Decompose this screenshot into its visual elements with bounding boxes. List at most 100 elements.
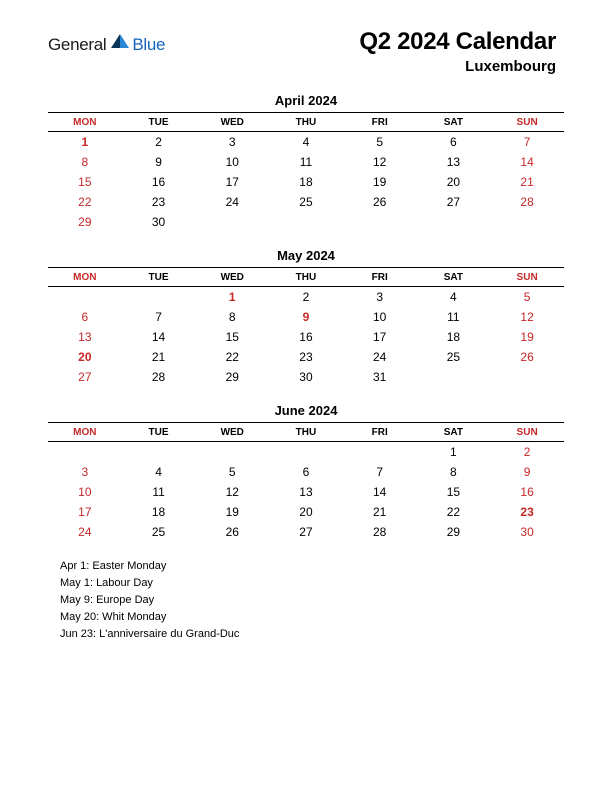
calendar-cell: 5 — [490, 287, 564, 308]
calendar-cell — [122, 442, 196, 463]
month-title: May 2024 — [48, 248, 564, 263]
day-header: TUE — [122, 113, 196, 132]
calendar-cell: 3 — [343, 287, 417, 308]
calendar-cell: 24 — [48, 522, 122, 542]
day-header: SUN — [490, 423, 564, 442]
calendar-cell — [269, 442, 343, 463]
calendar-row: 15161718192021 — [48, 172, 564, 192]
calendar-cell — [195, 442, 269, 463]
calendar-row: 2728293031 — [48, 367, 564, 387]
calendar-cell: 8 — [417, 462, 491, 482]
calendar-cell: 8 — [48, 152, 122, 172]
month-block: June 2024MONTUEWEDTHUFRISATSUN1234567891… — [48, 403, 564, 542]
calendar-cell — [269, 212, 343, 232]
calendar-row: 17181920212223 — [48, 502, 564, 522]
calendar-cell: 16 — [269, 327, 343, 347]
calendar-row: 6789101112 — [48, 307, 564, 327]
calendar-cell: 24 — [195, 192, 269, 212]
calendar-cell: 22 — [195, 347, 269, 367]
calendar-cell: 14 — [122, 327, 196, 347]
calendar-cell: 19 — [343, 172, 417, 192]
calendar-cell: 25 — [269, 192, 343, 212]
calendar-cell: 12 — [490, 307, 564, 327]
page-subtitle: Luxembourg — [359, 58, 556, 75]
calendar-cell: 15 — [48, 172, 122, 192]
calendar-cell — [417, 367, 491, 387]
calendar-cell: 1 — [195, 287, 269, 308]
calendar-cell — [195, 212, 269, 232]
calendar-cell: 11 — [417, 307, 491, 327]
calendar-row: 24252627282930 — [48, 522, 564, 542]
calendar-cell: 21 — [122, 347, 196, 367]
title-block: Q2 2024 Calendar Luxembourg — [359, 28, 556, 75]
calendar-row: 10111213141516 — [48, 482, 564, 502]
calendar-row: 3456789 — [48, 462, 564, 482]
calendar-cell: 27 — [269, 522, 343, 542]
month-title: June 2024 — [48, 403, 564, 418]
day-header: SAT — [417, 423, 491, 442]
calendar-cell: 16 — [122, 172, 196, 192]
calendar-table: MONTUEWEDTHUFRISATSUN1234567891011121314… — [48, 267, 564, 387]
brand-logo: General Blue — [48, 34, 165, 55]
calendar-cell: 28 — [122, 367, 196, 387]
calendar-cell — [48, 287, 122, 308]
holiday-item: May 1: Labour Day — [60, 575, 564, 592]
calendar-cell — [343, 212, 417, 232]
month-block: May 2024MONTUEWEDTHUFRISATSUN12345678910… — [48, 248, 564, 387]
logo-text-general: General — [48, 35, 106, 55]
calendar-cell: 15 — [195, 327, 269, 347]
calendar-cell: 7 — [490, 132, 564, 153]
calendar-cell: 22 — [48, 192, 122, 212]
calendar-cell: 29 — [417, 522, 491, 542]
holiday-item: Jun 23: L'anniversaire du Grand-Duc — [60, 626, 564, 643]
calendar-cell: 16 — [490, 482, 564, 502]
calendar-cell: 29 — [195, 367, 269, 387]
holiday-list: Apr 1: Easter MondayMay 1: Labour DayMay… — [60, 558, 564, 643]
calendar-cell: 3 — [195, 132, 269, 153]
calendar-cell: 26 — [343, 192, 417, 212]
calendar-cell: 12 — [343, 152, 417, 172]
day-header: THU — [269, 268, 343, 287]
calendar-row: 12345 — [48, 287, 564, 308]
calendar-row: 891011121314 — [48, 152, 564, 172]
calendar-cell: 13 — [269, 482, 343, 502]
calendar-cell: 31 — [343, 367, 417, 387]
page-title: Q2 2024 Calendar — [359, 28, 556, 56]
month-block: April 2024MONTUEWEDTHUFRISATSUN123456789… — [48, 93, 564, 232]
holiday-item: Apr 1: Easter Monday — [60, 558, 564, 575]
calendar-cell: 15 — [417, 482, 491, 502]
calendar-cell: 1 — [417, 442, 491, 463]
calendar-cell: 18 — [269, 172, 343, 192]
calendar-row: 20212223242526 — [48, 347, 564, 367]
calendar-cell — [417, 212, 491, 232]
calendar-table: MONTUEWEDTHUFRISATSUN1234567891011121314… — [48, 112, 564, 232]
calendar-cell: 30 — [490, 522, 564, 542]
calendar-container: April 2024MONTUEWEDTHUFRISATSUN123456789… — [48, 93, 564, 542]
calendar-cell: 23 — [490, 502, 564, 522]
calendar-cell: 4 — [122, 462, 196, 482]
calendar-cell: 14 — [343, 482, 417, 502]
calendar-cell: 9 — [490, 462, 564, 482]
calendar-table: MONTUEWEDTHUFRISATSUN1234567891011121314… — [48, 422, 564, 542]
calendar-cell: 10 — [343, 307, 417, 327]
calendar-cell: 9 — [269, 307, 343, 327]
calendar-cell: 11 — [269, 152, 343, 172]
calendar-cell: 23 — [269, 347, 343, 367]
calendar-cell: 18 — [417, 327, 491, 347]
day-header: MON — [48, 113, 122, 132]
calendar-cell: 26 — [490, 347, 564, 367]
calendar-cell: 22 — [417, 502, 491, 522]
calendar-cell — [122, 287, 196, 308]
day-header: FRI — [343, 268, 417, 287]
logo-text-blue: Blue — [132, 35, 165, 55]
calendar-cell: 21 — [343, 502, 417, 522]
day-header: FRI — [343, 113, 417, 132]
calendar-cell: 23 — [122, 192, 196, 212]
calendar-cell: 26 — [195, 522, 269, 542]
calendar-cell: 27 — [417, 192, 491, 212]
day-header: MON — [48, 423, 122, 442]
calendar-cell: 2 — [490, 442, 564, 463]
calendar-cell: 20 — [269, 502, 343, 522]
header: General Blue Q2 2024 Calendar Luxembourg — [48, 28, 564, 75]
calendar-cell: 25 — [122, 522, 196, 542]
